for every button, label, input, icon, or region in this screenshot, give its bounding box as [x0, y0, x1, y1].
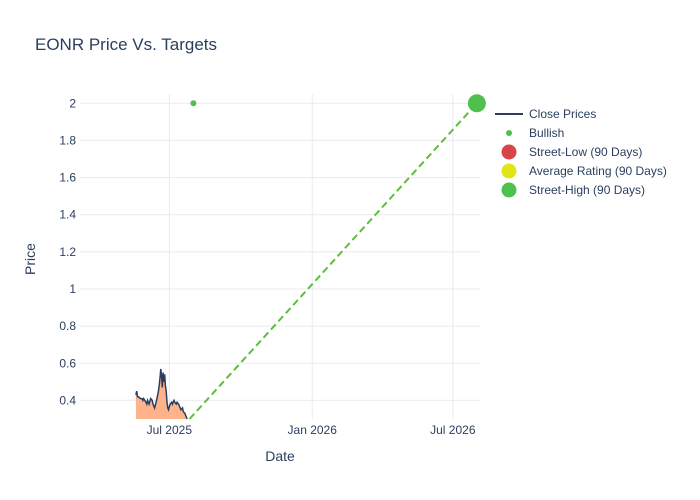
legend-marker-street-high [501, 182, 517, 198]
x-axis-title: Date [265, 448, 295, 464]
legend-marker-average-rating [501, 163, 517, 179]
target-projection-line [188, 102, 478, 420]
close-price-area [135, 368, 188, 419]
chart-title: EONR Price Vs. Targets [35, 35, 217, 54]
legend[interactable]: Close Prices Bullish Street-Low (90 Days… [495, 107, 667, 198]
legend-item-street-low[interactable]: Street-Low (90 Days) [501, 144, 643, 160]
y-tick-label: 1.4 [59, 208, 76, 222]
legend-item-street-high[interactable]: Street-High (90 Days) [501, 182, 646, 198]
x-tick-labels: Jul 2025 Jan 2026 Jul 2026 [147, 423, 476, 437]
legend-marker-bullish [506, 130, 512, 136]
marker-layer [190, 94, 486, 113]
street-high-point [467, 94, 486, 113]
legend-label-average-rating: Average Rating (90 Days) [529, 164, 667, 178]
y-tick-label: 1.8 [59, 133, 76, 147]
legend-label-street-low: Street-Low (90 Days) [529, 145, 642, 159]
y-tick-label: 0.6 [59, 356, 76, 370]
legend-item-average-rating[interactable]: Average Rating (90 Days) [501, 163, 667, 179]
close-area-layer [135, 368, 188, 419]
legend-item-close-prices[interactable]: Close Prices [495, 107, 596, 121]
x-tick-label: Jan 2026 [288, 423, 338, 437]
legend-marker-street-low [501, 144, 517, 160]
legend-item-bullish[interactable]: Bullish [506, 126, 564, 140]
y-tick-label: 0.8 [59, 319, 76, 333]
y-tick-label: 1 [69, 282, 76, 296]
x-tick-label: Jul 2026 [430, 423, 476, 437]
close-prices-line [135, 368, 188, 420]
y-tick-labels: 0.4 0.6 0.8 1 1.2 1.4 1.6 1.8 2 [59, 96, 76, 407]
legend-label-street-high: Street-High (90 Days) [529, 183, 645, 197]
grid [80, 94, 480, 419]
y-tick-label: 1.2 [59, 245, 76, 259]
legend-label-bullish: Bullish [529, 126, 564, 140]
legend-label-close-prices: Close Prices [529, 107, 596, 121]
y-axis-title: Price [22, 243, 38, 275]
series-layer [135, 102, 478, 420]
y-tick-label: 1.6 [59, 171, 76, 185]
bullish-point [190, 100, 197, 107]
y-tick-label: 0.4 [59, 393, 76, 407]
y-tick-label: 2 [69, 96, 76, 110]
x-tick-label: Jul 2025 [147, 423, 193, 437]
